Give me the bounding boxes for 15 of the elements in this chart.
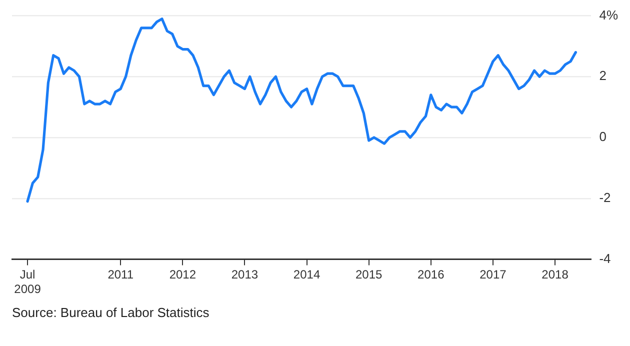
x-tick-label: 2018 [542,268,569,282]
x-tick-label: 2011 [108,268,134,282]
y-tick-label: -4 [599,250,611,266]
source-note: Source: Bureau of Labor Statistics [12,305,210,320]
y-tick-label: -2 [599,190,611,205]
y-tick-label: 0 [599,129,606,144]
x-tick-label: Jul 2009 [14,268,42,296]
x-tick-label: 2016 [418,268,445,282]
x-tick-label: 2015 [355,268,383,282]
x-tick-label: 2012 [169,268,196,282]
y-tick-label: 4% [599,7,618,22]
y-tick-label: 2 [599,68,606,84]
x-tick-label: 2013 [231,268,258,282]
x-tick-label: 2017 [480,268,507,282]
x-tick-label: 2014 [293,268,320,282]
